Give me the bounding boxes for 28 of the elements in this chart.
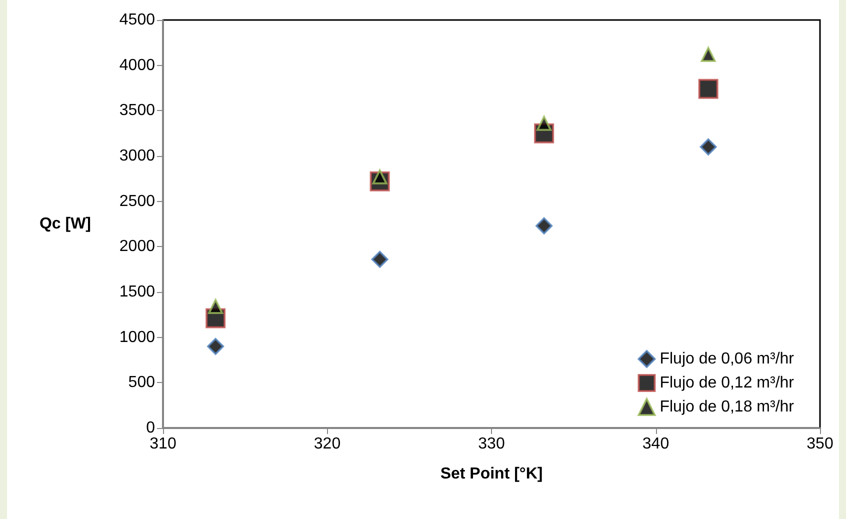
y-tick-label: 2500 <box>119 192 156 210</box>
x-axis-title: Set Point [°K] <box>440 466 543 482</box>
x-tick-label: 310 <box>150 436 176 452</box>
x-tick-label: 330 <box>478 436 505 452</box>
y-tick-label: 2000 <box>119 238 156 256</box>
y-tick-label: 1000 <box>119 328 156 346</box>
point <box>536 116 552 131</box>
x-tick-label: 320 <box>314 436 341 452</box>
point <box>536 217 553 234</box>
point <box>698 78 718 99</box>
point <box>371 250 388 268</box>
point <box>700 138 717 156</box>
y-tick-label: 3500 <box>119 102 156 120</box>
legend-label: Flujo de 0,06 m³/hr <box>660 350 795 368</box>
point <box>208 299 224 314</box>
y-tick-label: 4500 <box>119 12 156 28</box>
x-tick-label: 340 <box>642 436 670 452</box>
y-axis-title: Qc [W] <box>39 216 91 232</box>
legend-label: Flujo de 0,12 m³/hr <box>660 374 795 392</box>
legend-label: Flujo de 0,18 m³/hr <box>660 398 795 416</box>
point <box>207 338 224 355</box>
y-tick-label: 500 <box>128 374 156 392</box>
y-tick-label: 3000 <box>119 148 156 164</box>
y-tick-label: 1500 <box>119 284 156 300</box>
point <box>700 46 716 62</box>
y-tick-label: 0 <box>146 420 156 436</box>
x-tick-label: 350 <box>806 436 834 452</box>
y-tick-label: 4000 <box>119 56 156 74</box>
